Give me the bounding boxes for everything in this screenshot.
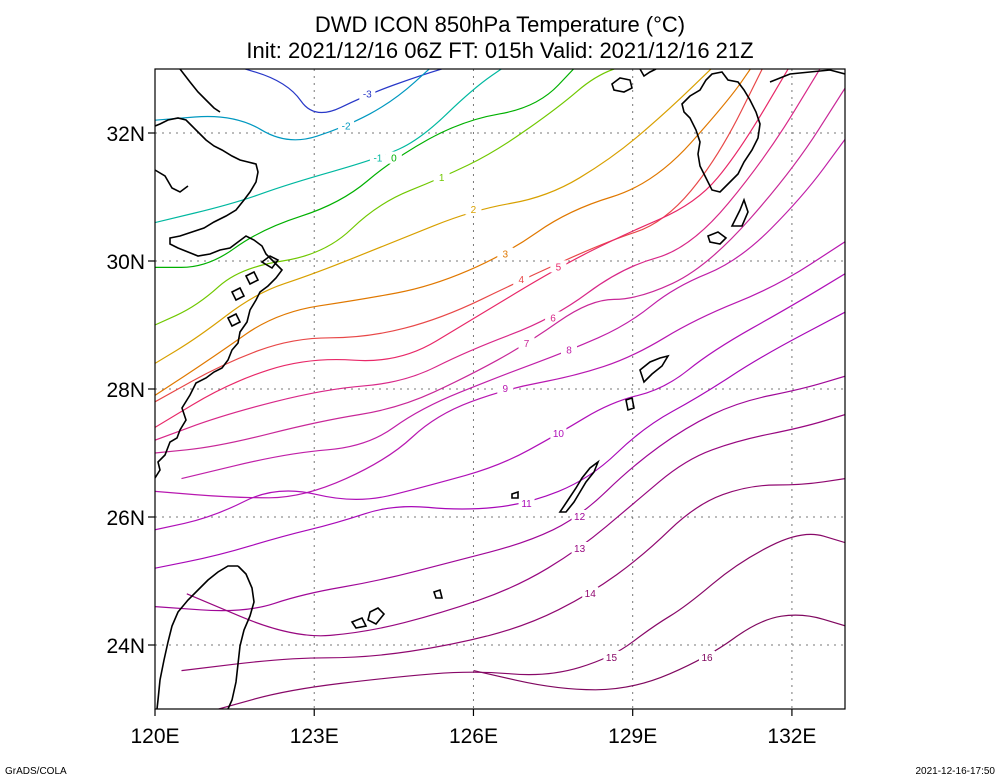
isotherm-line (155, 69, 431, 141)
isotherm-label: 0 (391, 154, 397, 165)
isotherm-label: 14 (585, 589, 597, 600)
isotherm-label: 16 (701, 653, 713, 664)
y-tick-label: 24N (106, 635, 145, 658)
isotherm-line (155, 69, 763, 403)
coastline-miyako (432, 588, 444, 599)
isotherm-line (155, 87, 845, 454)
isotherm-label: 3 (503, 250, 509, 261)
map-title-line1: DWD ICON 850hPa Temperature (°C) (315, 12, 685, 37)
isotherm-line (473, 614, 845, 691)
isotherm-label-bg (518, 337, 535, 350)
isotherm-label-bg (465, 202, 482, 215)
isotherm-label-bg (550, 260, 567, 273)
y-tick-label: 26N (106, 507, 145, 530)
isotherm-label-bg (571, 510, 588, 522)
x-tick-label: 126E (449, 725, 498, 748)
isotherm-line (155, 375, 845, 612)
isotherm-label: 12 (574, 512, 586, 523)
isotherm-label: -3 (363, 90, 372, 101)
coastline-north (179, 69, 221, 113)
coastline-jeju (611, 77, 633, 93)
isotherm-label-bg (545, 311, 562, 324)
coastline-yakushima (730, 197, 749, 227)
isotherm-line (155, 69, 752, 396)
isotherm-label-bg (369, 151, 386, 164)
isotherm-label: 6 (550, 314, 556, 325)
footer-right: 2021-12-16-17:50 (915, 766, 995, 777)
isotherm-line (181, 139, 845, 480)
coastlines (155, 69, 845, 709)
isotherm-line (155, 69, 789, 428)
x-tick-label: 120E (130, 725, 179, 748)
isotherm-label-bg (561, 343, 577, 356)
isotherm-label: 8 (566, 346, 572, 357)
coastline-taiwan (156, 565, 255, 709)
isotherm-label: 15 (606, 653, 618, 664)
isotherm-label-bg (550, 426, 567, 439)
isotherm-label-bg (385, 151, 402, 164)
isotherm-line (155, 69, 712, 364)
isotherm-line (186, 414, 845, 637)
isotherm-label: 11 (521, 499, 532, 510)
isotherm-line (155, 69, 575, 268)
isotherm-line (155, 273, 845, 531)
y-tick-label: 30N (106, 251, 145, 274)
axis-ticks: 120E 123E 126E 129E 132E 24N 26N 28N 30N 32N (106, 123, 816, 748)
isotherm-line (155, 69, 616, 326)
coastline-tokunoshima (625, 396, 635, 412)
isotherm-line (155, 69, 821, 441)
isotherm-label: -1 (373, 154, 382, 165)
coastline-kerama (511, 490, 519, 499)
isotherm-line (218, 533, 845, 709)
coastline-okinawa (558, 459, 600, 513)
map-title-line2: Init: 2021/12/16 06Z FT: 015h Valid: 202… (246, 38, 753, 63)
isotherm-label: 9 (503, 384, 509, 395)
coastline-tanegashima (707, 231, 728, 245)
y-tick-label: 28N (106, 379, 145, 402)
coastline-china (155, 117, 284, 479)
isotherm-label-bg (359, 87, 376, 100)
isotherm-label-bg (497, 247, 514, 260)
footer-left: GrADS/COLA (5, 766, 67, 777)
coastline-shikoku (769, 69, 845, 83)
x-tick-label: 129E (608, 725, 657, 748)
isotherm-label: -2 (342, 122, 351, 133)
y-tick-label: 32N (106, 123, 145, 146)
isotherm-line (155, 69, 503, 224)
coastline-amami (639, 354, 670, 384)
coastline-ishigaki (350, 607, 386, 629)
isotherm-label-bg (513, 273, 530, 286)
coastline-korea-south (639, 69, 657, 78)
isotherm-label: 1 (439, 173, 445, 184)
isotherm-label-bg (699, 650, 715, 663)
isotherm-label-bg (338, 119, 355, 132)
isotherm-label: 5 (556, 262, 562, 273)
isotherm-label: 10 (553, 429, 565, 440)
isotherm-label: 2 (471, 205, 477, 216)
isotherm-label: 13 (574, 544, 586, 555)
x-tick-label: 132E (767, 725, 816, 748)
x-tick-label: 123E (290, 725, 339, 748)
isotherm-label: 7 (524, 339, 530, 350)
isotherm-label-bg (571, 542, 588, 554)
isotherm-label-bg (582, 586, 599, 599)
isotherm-line (181, 478, 845, 672)
isotherm-line (155, 311, 845, 569)
isotherm-line (243, 69, 444, 114)
isotherm-label-bg (603, 650, 620, 663)
coastline-zhoushan (226, 255, 280, 328)
isotherm-label: 4 (518, 275, 524, 286)
coastline-kyushu (681, 71, 761, 193)
isotherm-label-bg (433, 170, 450, 183)
coastline-yangtze (155, 169, 189, 193)
isotherm-label-bg (497, 382, 514, 394)
isotherm-label-bg (518, 497, 535, 510)
